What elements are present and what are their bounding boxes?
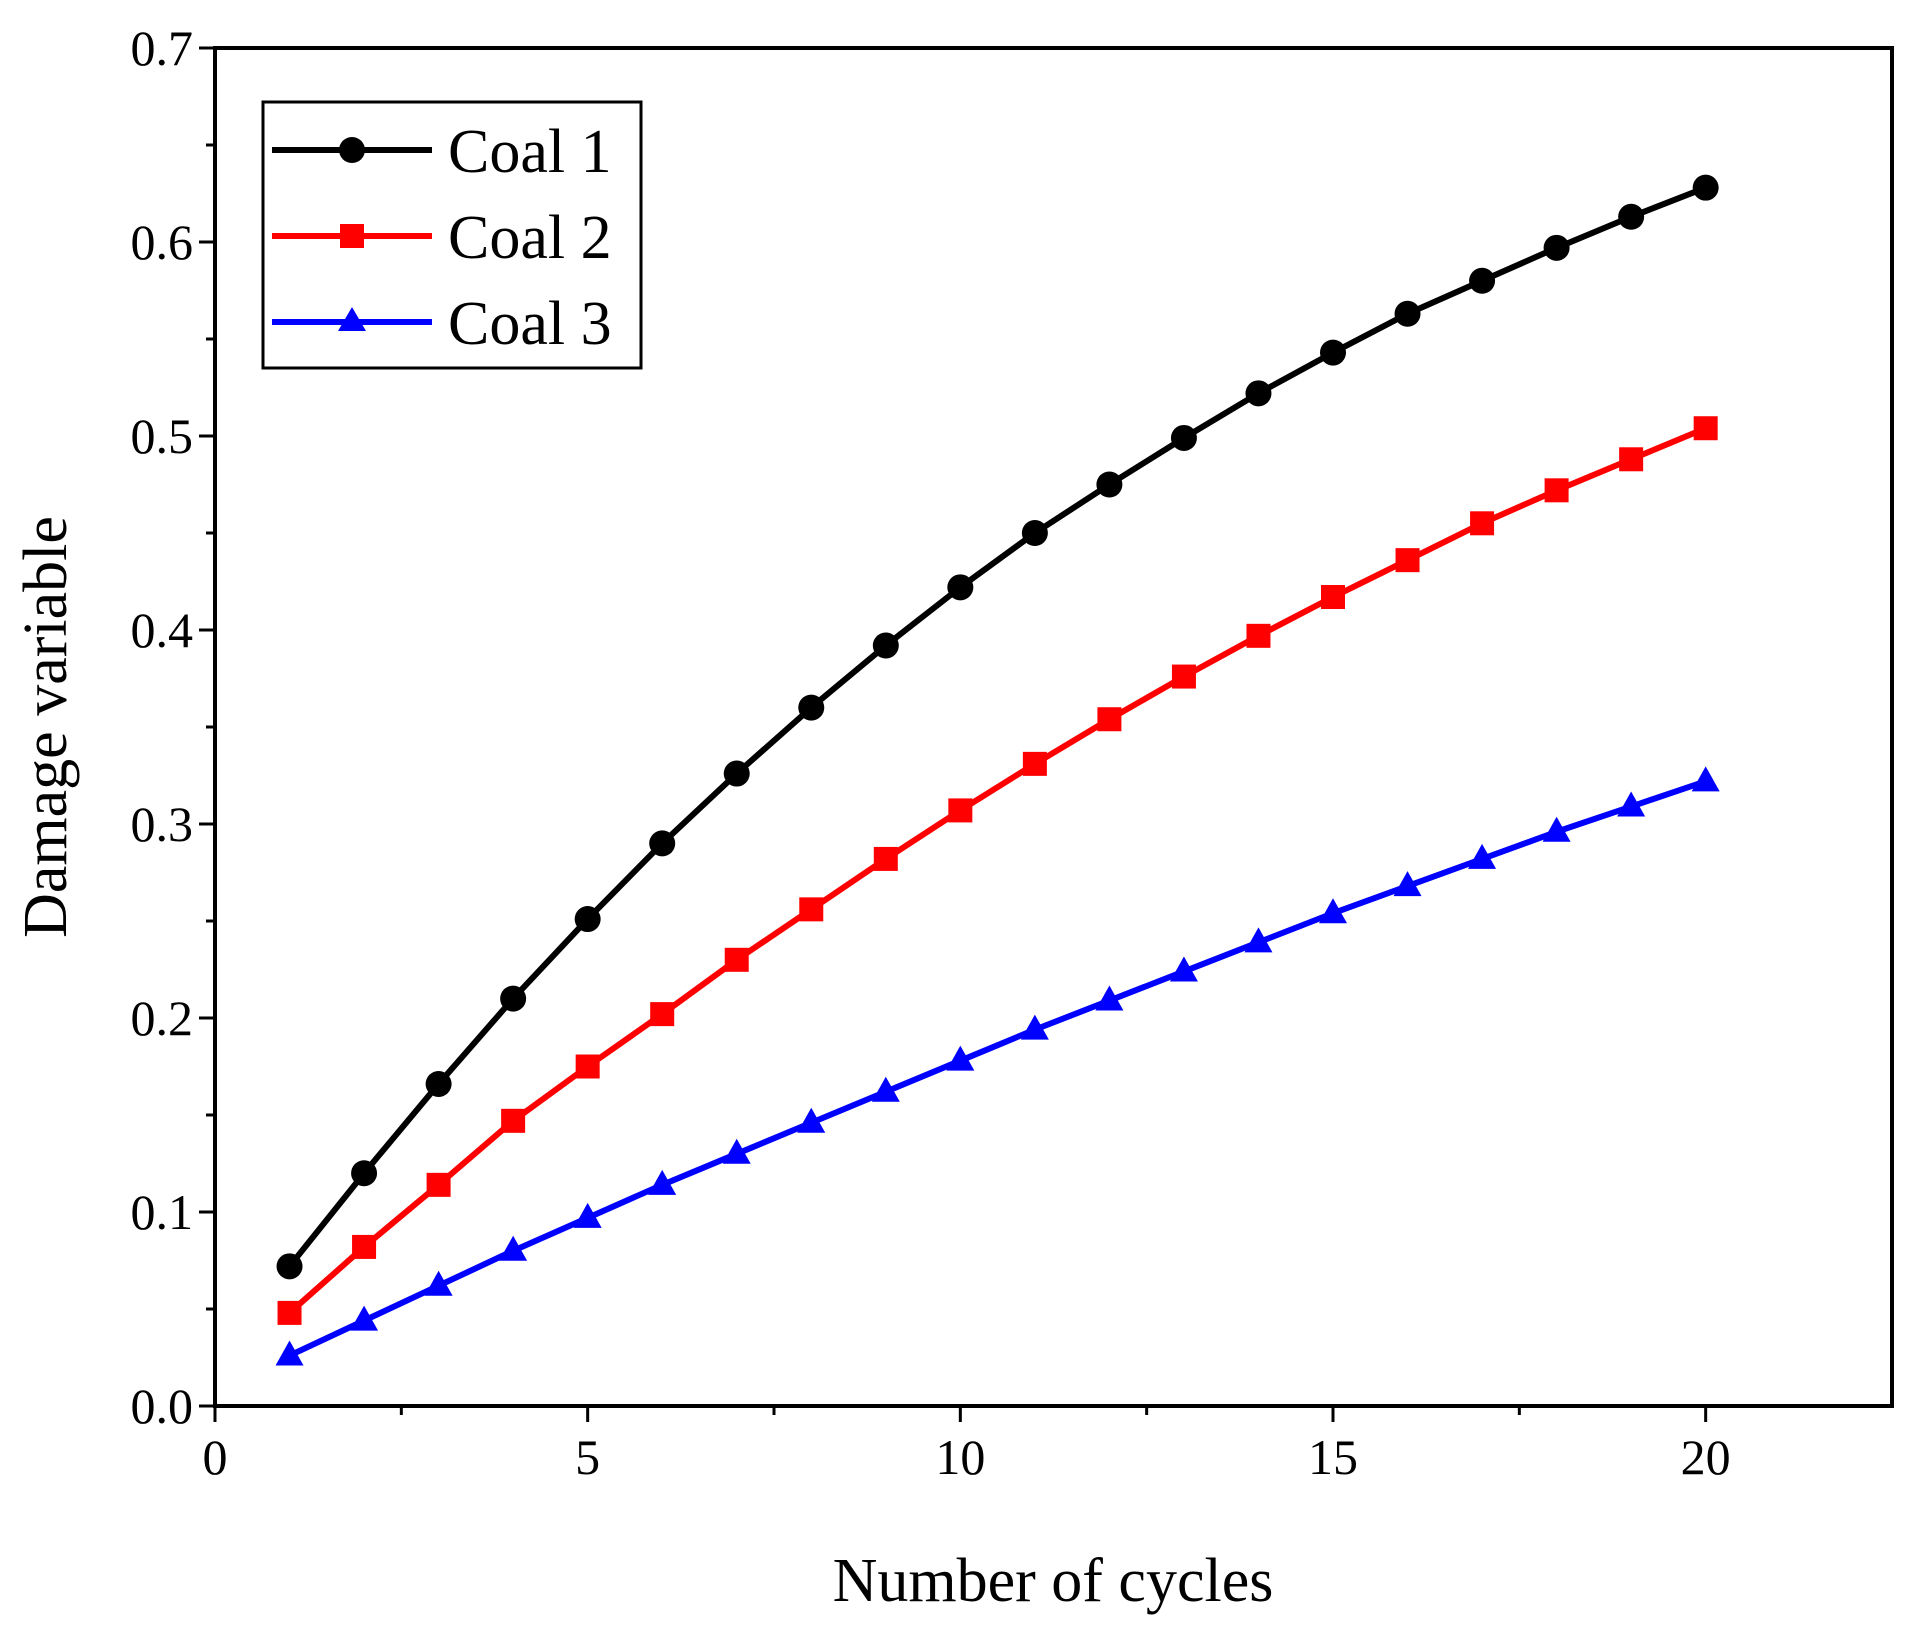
point-coal-2 [501, 1108, 526, 1133]
point-coal-1 [1245, 380, 1272, 407]
y-tick-label: 0.6 [131, 214, 194, 270]
point-coal-3 [275, 1340, 304, 1366]
point-coal-1 [1170, 424, 1197, 451]
point-coal-2 [1097, 707, 1122, 732]
y-axis: 0.0 0.1 0.2 0.3 0.4 0.5 0.6 0.7 [131, 20, 215, 1434]
x-tick-label: 15 [1308, 1429, 1358, 1485]
point-coal-2 [1246, 623, 1271, 648]
point-coal-3 [648, 1169, 677, 1195]
point-coal-2 [799, 897, 824, 922]
series-line-coal-3 [288, 778, 1707, 1359]
legend-marker-coal-2 [340, 224, 364, 248]
point-coal-1 [351, 1160, 378, 1187]
legend-item-coal-3: Coal 3 [272, 290, 612, 358]
point-coal-2 [277, 1300, 302, 1325]
x-tick-label: 20 [1681, 1429, 1731, 1485]
point-coal-1 [798, 694, 825, 721]
point-coal-2 [724, 947, 749, 972]
y-tick-label: 0.7 [131, 20, 194, 76]
point-coal-2 [1171, 664, 1196, 689]
point-coal-3 [350, 1305, 379, 1331]
point-coal-2 [1470, 511, 1495, 536]
point-coal-1 [1394, 300, 1421, 327]
point-coal-2 [1022, 751, 1047, 776]
point-coal-1 [276, 1253, 303, 1280]
point-coal-1 [649, 830, 676, 857]
point-coal-3 [946, 1045, 975, 1071]
y-axis-title: Damage variable [12, 516, 80, 938]
point-coal-2 [1395, 548, 1420, 573]
point-coal-3 [1542, 816, 1571, 842]
point-coal-3 [797, 1107, 826, 1133]
legend-marker-coal-1 [339, 137, 365, 163]
point-coal-2 [1693, 416, 1718, 441]
point-coal-3 [1393, 871, 1422, 897]
y-tick-label: 0.4 [131, 602, 194, 658]
point-coal-2 [1544, 478, 1569, 503]
point-coal-1 [425, 1070, 452, 1097]
legend-label-coal-3: Coal 3 [448, 290, 612, 358]
point-coal-3 [424, 1270, 453, 1296]
legend: Coal 1 Coal 2 Coal 3 [261, 100, 643, 370]
point-coal-1 [947, 574, 974, 601]
legend-label-coal-1: Coal 1 [448, 118, 612, 186]
point-coal-1 [1618, 203, 1645, 230]
x-axis-title: Number of cycles [833, 1547, 1274, 1615]
point-coal-1 [1320, 339, 1346, 366]
point-coal-2 [575, 1054, 600, 1079]
legend-marker-coal-3 [338, 307, 366, 331]
point-coal-3 [1319, 898, 1347, 924]
x-tick-label: 0 [203, 1429, 228, 1485]
point-coal-1 [1469, 267, 1496, 294]
point-coal-3 [722, 1138, 751, 1164]
point-coal-1 [1543, 234, 1570, 261]
point-coal-2 [352, 1234, 377, 1259]
x-axis: 0 5 10 15 20 [203, 1406, 1731, 1485]
y-tick-label: 0.3 [131, 796, 194, 852]
point-coal-3 [1169, 956, 1198, 982]
series-line-coal-1 [287, 184, 1707, 1269]
point-coal-3 [1691, 766, 1720, 792]
point-coal-1 [1021, 520, 1048, 546]
point-coal-2 [1321, 585, 1345, 610]
point-coal-3 [871, 1076, 900, 1102]
legend-item-coal-2: Coal 2 [272, 204, 612, 272]
point-coal-3 [573, 1202, 602, 1228]
y-tick-label: 0.0 [131, 1378, 194, 1434]
point-coal-1 [500, 985, 527, 1012]
point-coal-2 [650, 1002, 675, 1027]
point-coal-2 [948, 798, 973, 823]
point-coal-2 [1619, 447, 1644, 472]
y-tick-label: 0.2 [131, 990, 194, 1046]
point-coal-3 [1617, 791, 1646, 817]
y-tick-label: 0.5 [131, 408, 194, 464]
point-coal-2 [426, 1172, 451, 1197]
legend-item-coal-1: Coal 1 [272, 118, 612, 186]
x-tick-label: 5 [575, 1429, 600, 1485]
point-coal-3 [1468, 843, 1497, 869]
point-coal-3 [1095, 985, 1124, 1011]
point-coal-1 [574, 906, 601, 933]
point-coal-3 [1244, 927, 1273, 953]
point-coal-1 [1692, 174, 1719, 201]
point-coal-1 [1096, 471, 1123, 498]
point-coal-3 [1020, 1014, 1049, 1040]
point-coal-2 [873, 846, 898, 871]
point-coal-3 [499, 1235, 528, 1261]
point-coal-1 [872, 632, 899, 659]
point-coal-1 [723, 760, 750, 787]
x-tick-label: 10 [935, 1429, 985, 1485]
y-tick-label: 0.1 [131, 1184, 194, 1240]
series-line-coal-2 [287, 425, 1707, 1316]
legend-label-coal-2: Coal 2 [448, 204, 612, 272]
series-layer [275, 174, 1720, 1366]
